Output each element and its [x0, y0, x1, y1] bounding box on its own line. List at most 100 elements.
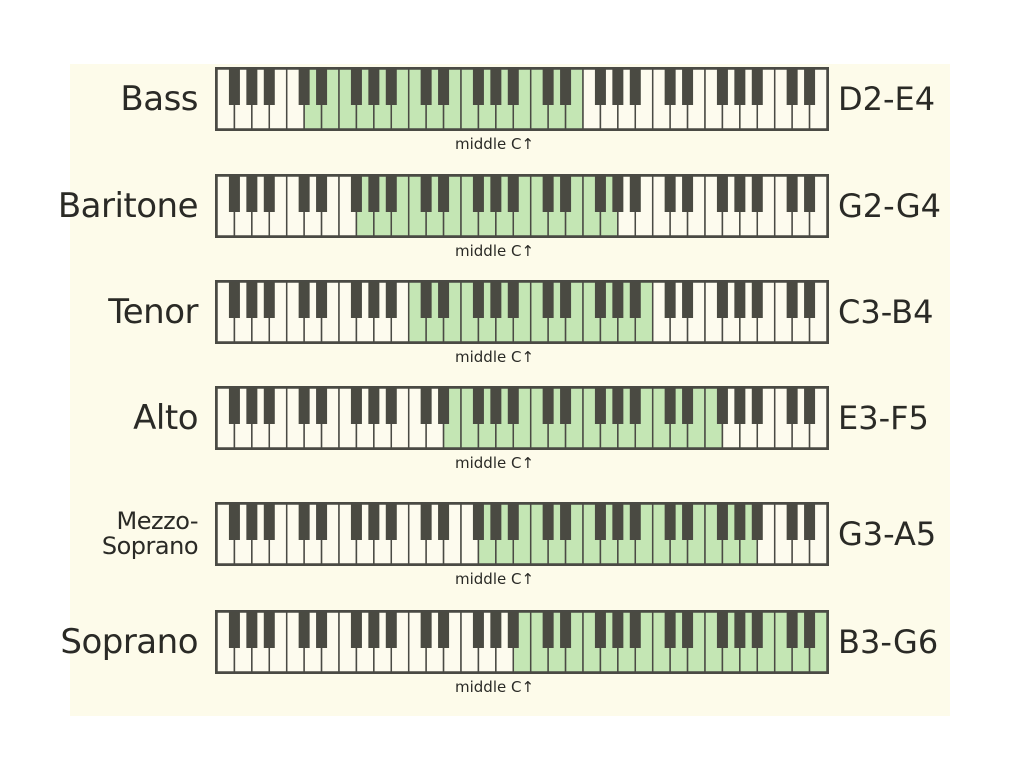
black-key: [804, 388, 816, 424]
black-key: [682, 282, 694, 318]
voice-name: Alto: [133, 398, 198, 438]
black-key: [438, 282, 450, 318]
black-key: [385, 388, 397, 424]
black-key: [612, 176, 624, 212]
voice-row: Bass D2-E4 middle C↑: [0, 65, 1020, 165]
voice-row: Soprano B3-G6 middle C↑: [0, 608, 1020, 708]
black-key: [786, 612, 798, 648]
black-key: [716, 176, 728, 212]
piano-keyboard: [215, 386, 829, 450]
voice-range: B3-G6: [838, 623, 939, 661]
voice-range: C3-B4: [838, 293, 934, 331]
black-key: [664, 176, 676, 212]
black-key: [420, 612, 432, 648]
black-key: [438, 69, 450, 105]
black-key: [734, 388, 746, 424]
black-key: [385, 504, 397, 540]
black-key: [664, 388, 676, 424]
black-key: [542, 612, 554, 648]
black-key: [612, 612, 624, 648]
black-key: [263, 504, 275, 540]
black-key: [751, 388, 763, 424]
black-key: [612, 282, 624, 318]
black-key: [716, 69, 728, 105]
black-key: [716, 282, 728, 318]
black-key: [316, 504, 328, 540]
black-key: [350, 176, 362, 212]
black-key: [786, 504, 798, 540]
black-key: [734, 612, 746, 648]
black-key: [298, 69, 310, 105]
black-key: [716, 612, 728, 648]
black-key: [246, 282, 258, 318]
black-key: [368, 176, 380, 212]
black-key: [385, 176, 397, 212]
black-key: [542, 176, 554, 212]
black-key: [263, 612, 275, 648]
piano-keyboard: [215, 67, 829, 131]
black-key: [298, 282, 310, 318]
voice-row: Mezzo- Soprano G3-A5 middle C↑: [0, 500, 1020, 600]
voice-row: Tenor C3-B4 middle C↑: [0, 278, 1020, 378]
black-key: [594, 612, 606, 648]
black-key: [786, 282, 798, 318]
black-key: [438, 388, 450, 424]
black-key: [368, 69, 380, 105]
black-key: [316, 388, 328, 424]
black-key: [682, 176, 694, 212]
black-key: [316, 612, 328, 648]
black-key: [612, 388, 624, 424]
black-key: [804, 176, 816, 212]
black-key: [298, 504, 310, 540]
black-key: [472, 504, 484, 540]
black-key: [804, 504, 816, 540]
black-key: [368, 388, 380, 424]
black-key: [664, 504, 676, 540]
black-key: [438, 612, 450, 648]
black-key: [472, 388, 484, 424]
piano-keyboard: [215, 502, 829, 566]
black-key: [350, 388, 362, 424]
black-key: [298, 612, 310, 648]
middle-c-label: middle C↑: [455, 454, 535, 472]
black-key: [542, 282, 554, 318]
black-key: [420, 282, 432, 318]
black-key: [716, 504, 728, 540]
black-key: [507, 176, 519, 212]
black-key: [490, 69, 502, 105]
black-key: [664, 612, 676, 648]
black-key: [594, 388, 606, 424]
voice-range: G3-A5: [838, 515, 937, 553]
voice-name: Tenor: [108, 292, 198, 332]
black-key: [804, 69, 816, 105]
black-key: [664, 69, 676, 105]
black-key: [734, 176, 746, 212]
voice-name: Bass: [120, 79, 198, 119]
black-key: [385, 69, 397, 105]
black-key: [751, 69, 763, 105]
voice-range: G2-G4: [838, 187, 942, 225]
black-key: [228, 504, 240, 540]
black-key: [734, 504, 746, 540]
voice-range: E3-F5: [838, 399, 929, 437]
black-key: [560, 69, 572, 105]
black-key: [560, 388, 572, 424]
black-key: [368, 504, 380, 540]
black-key: [438, 504, 450, 540]
black-key: [786, 176, 798, 212]
black-key: [246, 176, 258, 212]
black-key: [228, 388, 240, 424]
black-key: [612, 504, 624, 540]
black-key: [490, 282, 502, 318]
black-key: [316, 69, 328, 105]
piano-keyboard: [215, 610, 829, 674]
black-key: [246, 69, 258, 105]
black-key: [594, 176, 606, 212]
black-key: [490, 612, 502, 648]
black-key: [472, 612, 484, 648]
black-key: [420, 504, 432, 540]
black-key: [385, 612, 397, 648]
black-key: [560, 504, 572, 540]
black-key: [594, 69, 606, 105]
black-key: [507, 282, 519, 318]
